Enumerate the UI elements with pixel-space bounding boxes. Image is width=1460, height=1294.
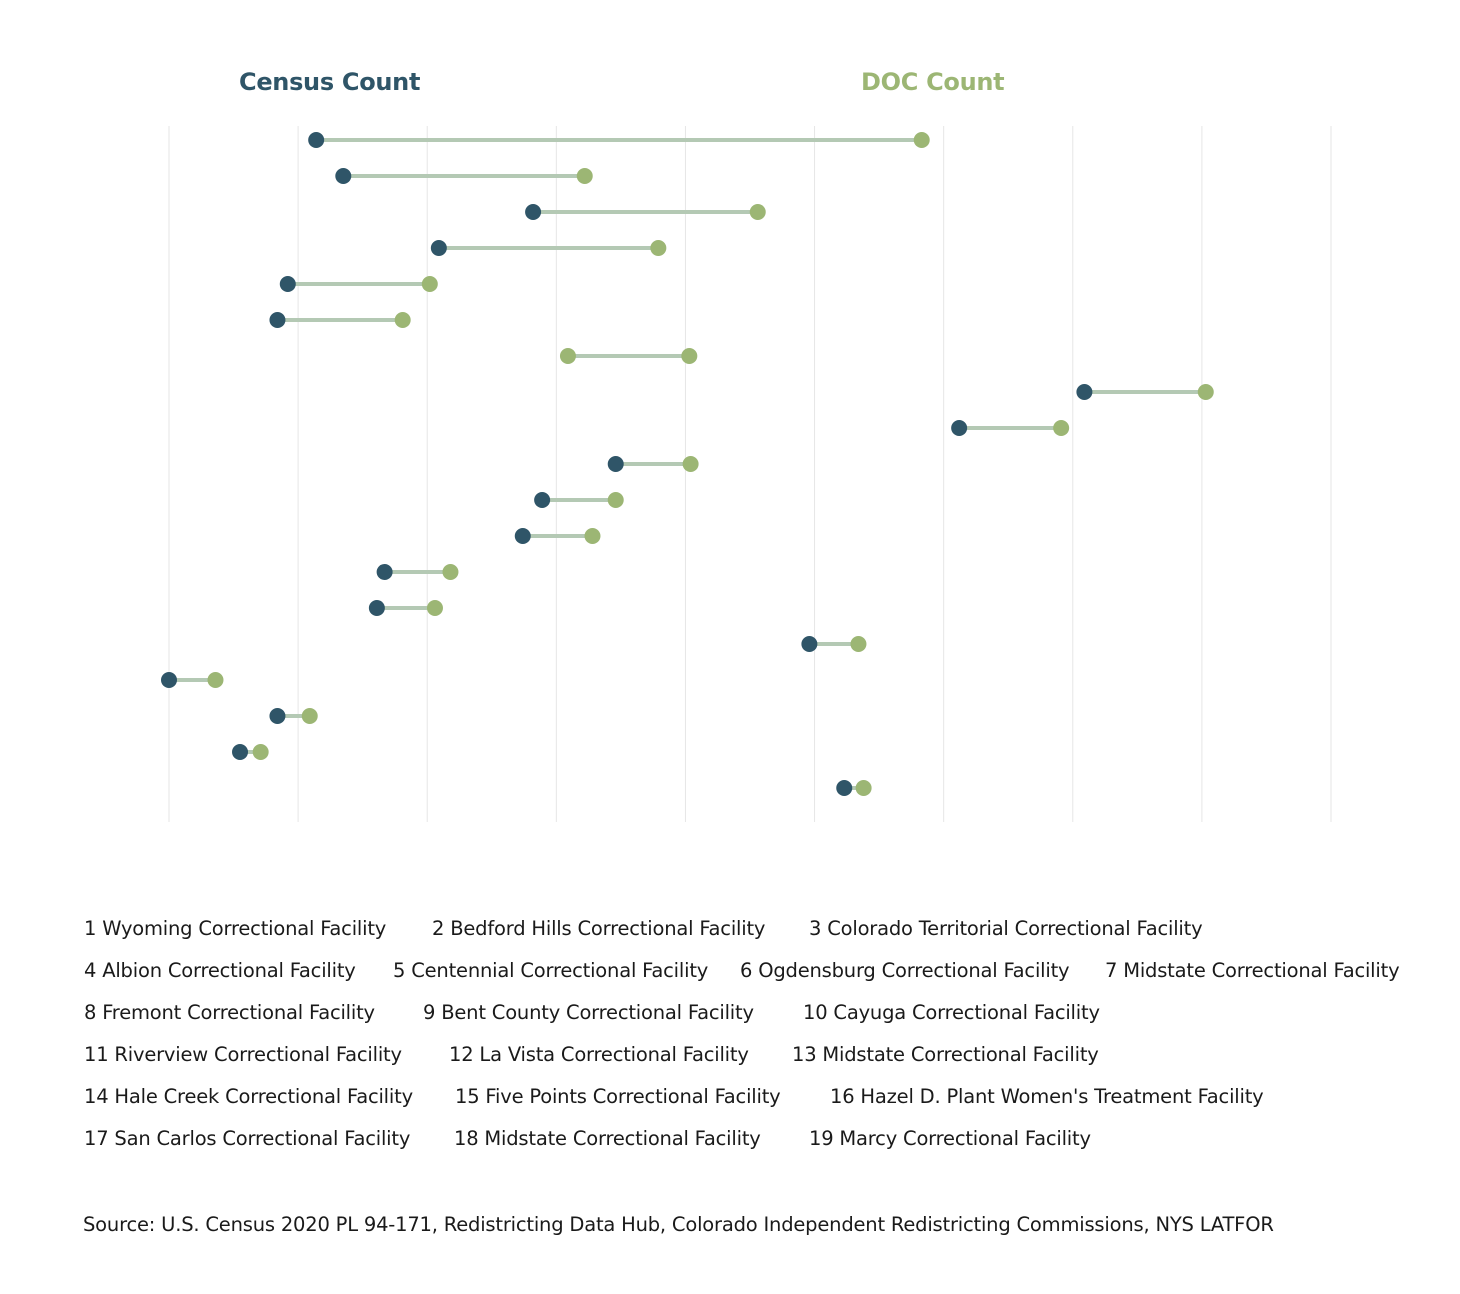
doc-point-5 bbox=[421, 276, 438, 292]
facility-label-2: 2 Bedford Hills Correctional Facility bbox=[432, 917, 766, 940]
facility-label-11: 11 Riverview Correctional Facility bbox=[84, 1043, 402, 1066]
facility-label-1: 1 Wyoming Correctional Facility bbox=[84, 917, 387, 940]
census-point-1 bbox=[308, 132, 325, 148]
facility-label-16: 16 Hazel D. Plant Women's Treatment Faci… bbox=[830, 1085, 1264, 1108]
doc-point-15 bbox=[850, 636, 867, 652]
facility-label-10: 10 Cayuga Correctional Facility bbox=[803, 1001, 1100, 1024]
census-point-17 bbox=[269, 708, 286, 724]
facility-label-9: 9 Bent County Correctional Facility bbox=[423, 1001, 754, 1024]
census-point-8 bbox=[1076, 384, 1093, 400]
doc-point-13 bbox=[442, 564, 459, 580]
facility-label-3: 3 Colorado Territorial Correctional Faci… bbox=[809, 917, 1203, 940]
facility-label-17: 17 San Carlos Correctional Facility bbox=[84, 1127, 411, 1150]
doc-point-14 bbox=[426, 600, 443, 616]
doc-point-12 bbox=[584, 528, 601, 544]
doc-start-point-7 bbox=[559, 348, 576, 364]
census-point-12 bbox=[514, 528, 531, 544]
facility-label-4: 4 Albion Correctional Facility bbox=[84, 959, 356, 982]
census-point-14 bbox=[368, 600, 385, 616]
doc-point-19 bbox=[855, 780, 872, 796]
facility-label-6: 6 Ogdensburg Correctional Facility bbox=[740, 959, 1070, 982]
facility-label-15: 15 Five Points Correctional Facility bbox=[455, 1085, 781, 1108]
census-point-6 bbox=[269, 312, 286, 328]
doc-point-3 bbox=[749, 204, 766, 220]
facility-label-14: 14 Hale Creek Correctional Facility bbox=[84, 1085, 413, 1108]
connector-lines bbox=[169, 138, 1206, 790]
census-point-10 bbox=[607, 456, 624, 472]
doc-point-9 bbox=[1053, 420, 1070, 436]
doc-point-2 bbox=[576, 168, 593, 184]
source-note: Source: U.S. Census 2020 PL 94-171, Redi… bbox=[83, 1213, 1274, 1236]
doc-point-10 bbox=[682, 456, 699, 472]
facility-label-5: 5 Centennial Correctional Facility bbox=[393, 959, 709, 982]
doc-point-18 bbox=[252, 744, 269, 760]
doc-point-1 bbox=[913, 132, 930, 148]
census-point-19 bbox=[836, 780, 853, 796]
census-point-2 bbox=[335, 168, 352, 184]
facility-label-7: 7 Midstate Correctional Facility bbox=[1105, 959, 1400, 982]
facility-label-12: 12 La Vista Correctional Facility bbox=[449, 1043, 749, 1066]
legend-census-count: Census Count bbox=[239, 68, 421, 96]
facility-label-13: 13 Midstate Correctional Facility bbox=[792, 1043, 1099, 1066]
data-points bbox=[161, 132, 1214, 796]
census-point-18 bbox=[232, 744, 249, 760]
doc-point-8 bbox=[1197, 384, 1214, 400]
doc-point-16 bbox=[207, 672, 224, 688]
doc-point-7 bbox=[681, 348, 698, 364]
census-point-3 bbox=[525, 204, 542, 220]
doc-point-6 bbox=[394, 312, 411, 328]
doc-point-11 bbox=[607, 492, 624, 508]
facility-label-8: 8 Fremont Correctional Facility bbox=[84, 1001, 375, 1024]
doc-point-17 bbox=[301, 708, 318, 724]
facility-label-19: 19 Marcy Correctional Facility bbox=[809, 1127, 1091, 1150]
census-point-4 bbox=[430, 240, 447, 256]
census-point-13 bbox=[376, 564, 393, 580]
census-point-15 bbox=[801, 636, 818, 652]
legend-doc-count: DOC Count bbox=[861, 68, 1005, 96]
doc-point-4 bbox=[650, 240, 667, 256]
census-point-16 bbox=[161, 672, 177, 688]
census-point-5 bbox=[279, 276, 296, 292]
facility-label-18: 18 Midstate Correctional Facility bbox=[454, 1127, 761, 1150]
census-point-9 bbox=[951, 420, 968, 436]
dumbbell-chart bbox=[161, 126, 1332, 822]
gridlines bbox=[168, 126, 1332, 822]
census-point-11 bbox=[534, 492, 551, 508]
